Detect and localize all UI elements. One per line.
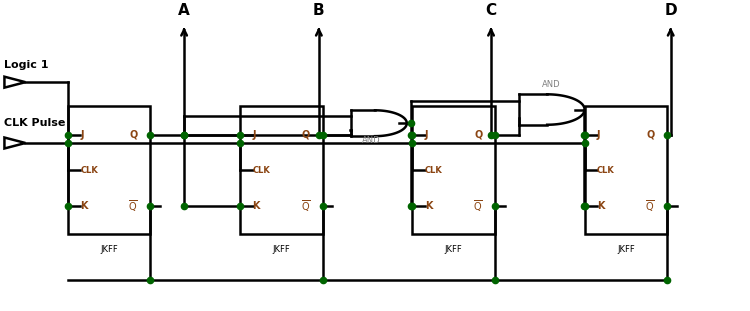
Text: Q: Q — [302, 130, 310, 140]
Text: D: D — [664, 3, 677, 18]
Text: K: K — [253, 201, 260, 211]
Text: CLK Pulse: CLK Pulse — [4, 118, 66, 128]
Polygon shape — [519, 94, 584, 125]
Text: CLK: CLK — [424, 166, 442, 175]
Text: $\overline{\rm Q}$: $\overline{\rm Q}$ — [645, 198, 655, 214]
Polygon shape — [351, 110, 406, 136]
Text: C: C — [485, 3, 496, 18]
Text: JKFF: JKFF — [445, 245, 463, 254]
Text: JKFF: JKFF — [100, 245, 118, 254]
Text: K: K — [424, 201, 432, 211]
FancyBboxPatch shape — [413, 106, 495, 234]
Text: Logic 1: Logic 1 — [4, 60, 49, 70]
FancyBboxPatch shape — [68, 106, 151, 234]
Text: CLK: CLK — [253, 166, 270, 175]
Text: J: J — [597, 130, 601, 140]
Text: J: J — [253, 130, 256, 140]
Text: B: B — [313, 3, 325, 18]
Text: Q: Q — [130, 130, 138, 140]
Text: $\overline{\rm Q}$: $\overline{\rm Q}$ — [128, 198, 138, 214]
Text: CLK: CLK — [80, 166, 98, 175]
Text: Q: Q — [474, 130, 482, 140]
Text: AND: AND — [542, 80, 560, 89]
FancyBboxPatch shape — [240, 106, 322, 234]
Text: J: J — [80, 130, 84, 140]
Text: CLK: CLK — [597, 166, 615, 175]
Text: A: A — [178, 3, 190, 18]
Text: J: J — [424, 130, 428, 140]
Text: AND: AND — [362, 136, 380, 145]
FancyBboxPatch shape — [584, 106, 667, 234]
Text: JKFF: JKFF — [617, 245, 634, 254]
Text: K: K — [80, 201, 88, 211]
Text: K: K — [597, 201, 604, 211]
Text: JKFF: JKFF — [272, 245, 290, 254]
Text: $\overline{\rm Q}$: $\overline{\rm Q}$ — [472, 198, 482, 214]
Text: Q: Q — [646, 130, 655, 140]
Text: $\overline{\rm Q}$: $\overline{\rm Q}$ — [301, 198, 310, 214]
